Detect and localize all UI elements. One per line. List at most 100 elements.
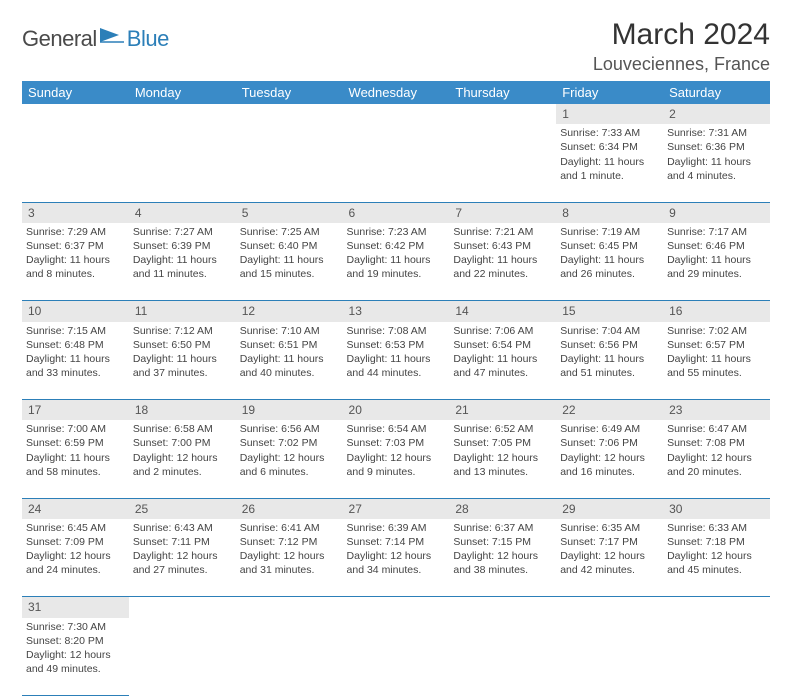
day-cell: Sunrise: 6:43 AMSunset: 7:11 PMDaylight:…	[129, 519, 236, 597]
title-block: March 2024 Louveciennes, France	[593, 18, 770, 75]
day-cell	[129, 618, 236, 696]
day-cell: Sunrise: 7:10 AMSunset: 6:51 PMDaylight:…	[236, 322, 343, 400]
day-number-cell: 21	[449, 400, 556, 421]
day-cell: Sunrise: 7:19 AMSunset: 6:45 PMDaylight:…	[556, 223, 663, 301]
day-details: Sunrise: 7:31 AMSunset: 6:36 PMDaylight:…	[663, 124, 770, 187]
day-details: Sunrise: 7:33 AMSunset: 6:34 PMDaylight:…	[556, 124, 663, 187]
day-body-row: Sunrise: 7:15 AMSunset: 6:48 PMDaylight:…	[22, 322, 770, 400]
day-body-row: Sunrise: 7:00 AMSunset: 6:59 PMDaylight:…	[22, 420, 770, 498]
location-label: Louveciennes, France	[593, 54, 770, 75]
day-details: Sunrise: 7:08 AMSunset: 6:53 PMDaylight:…	[343, 322, 450, 385]
weekday-header: Tuesday	[236, 81, 343, 104]
day-details: Sunrise: 7:29 AMSunset: 6:37 PMDaylight:…	[22, 223, 129, 286]
day-number-cell	[129, 597, 236, 618]
day-cell	[129, 124, 236, 202]
day-cell: Sunrise: 6:47 AMSunset: 7:08 PMDaylight:…	[663, 420, 770, 498]
day-cell: Sunrise: 6:39 AMSunset: 7:14 PMDaylight:…	[343, 519, 450, 597]
day-number-cell: 11	[129, 301, 236, 322]
day-details: Sunrise: 6:37 AMSunset: 7:15 PMDaylight:…	[449, 519, 556, 582]
day-number-cell: 22	[556, 400, 663, 421]
day-cell: Sunrise: 6:49 AMSunset: 7:06 PMDaylight:…	[556, 420, 663, 498]
day-number-cell: 31	[22, 597, 129, 618]
day-cell: Sunrise: 7:04 AMSunset: 6:56 PMDaylight:…	[556, 322, 663, 400]
weekday-header: Saturday	[663, 81, 770, 104]
day-number-cell: 14	[449, 301, 556, 322]
day-number-cell: 6	[343, 202, 450, 223]
day-cell: Sunrise: 6:54 AMSunset: 7:03 PMDaylight:…	[343, 420, 450, 498]
day-cell: Sunrise: 7:15 AMSunset: 6:48 PMDaylight:…	[22, 322, 129, 400]
day-details: Sunrise: 7:25 AMSunset: 6:40 PMDaylight:…	[236, 223, 343, 286]
day-number-cell	[129, 104, 236, 124]
day-number-cell: 15	[556, 301, 663, 322]
day-number-cell	[663, 597, 770, 618]
day-cell: Sunrise: 7:25 AMSunset: 6:40 PMDaylight:…	[236, 223, 343, 301]
day-cell: Sunrise: 7:23 AMSunset: 6:42 PMDaylight:…	[343, 223, 450, 301]
day-number-cell	[343, 104, 450, 124]
day-number-row: 12	[22, 104, 770, 124]
day-details: Sunrise: 6:52 AMSunset: 7:05 PMDaylight:…	[449, 420, 556, 483]
weekday-header: Monday	[129, 81, 236, 104]
day-cell: Sunrise: 6:56 AMSunset: 7:02 PMDaylight:…	[236, 420, 343, 498]
day-details: Sunrise: 6:43 AMSunset: 7:11 PMDaylight:…	[129, 519, 236, 582]
day-cell: Sunrise: 6:58 AMSunset: 7:00 PMDaylight:…	[129, 420, 236, 498]
day-cell	[343, 618, 450, 696]
day-number-cell: 24	[22, 498, 129, 519]
day-cell	[343, 124, 450, 202]
weekday-header-row: SundayMondayTuesdayWednesdayThursdayFrid…	[22, 81, 770, 104]
day-number-cell: 2	[663, 104, 770, 124]
header: General Blue March 2024 Louveciennes, Fr…	[22, 18, 770, 75]
calendar-table: SundayMondayTuesdayWednesdayThursdayFrid…	[22, 81, 770, 696]
day-details: Sunrise: 7:02 AMSunset: 6:57 PMDaylight:…	[663, 322, 770, 385]
day-cell	[236, 124, 343, 202]
day-cell	[236, 618, 343, 696]
day-cell	[22, 124, 129, 202]
day-details: Sunrise: 7:19 AMSunset: 6:45 PMDaylight:…	[556, 223, 663, 286]
weekday-header: Friday	[556, 81, 663, 104]
day-cell: Sunrise: 7:12 AMSunset: 6:50 PMDaylight:…	[129, 322, 236, 400]
day-body-row: Sunrise: 6:45 AMSunset: 7:09 PMDaylight:…	[22, 519, 770, 597]
weekday-header: Wednesday	[343, 81, 450, 104]
day-cell: Sunrise: 7:29 AMSunset: 6:37 PMDaylight:…	[22, 223, 129, 301]
day-number-cell: 17	[22, 400, 129, 421]
day-details: Sunrise: 6:45 AMSunset: 7:09 PMDaylight:…	[22, 519, 129, 582]
day-cell: Sunrise: 7:00 AMSunset: 6:59 PMDaylight:…	[22, 420, 129, 498]
logo-word2: Blue	[127, 26, 169, 52]
day-number-cell	[22, 104, 129, 124]
day-cell: Sunrise: 7:31 AMSunset: 6:36 PMDaylight:…	[663, 124, 770, 202]
day-cell	[449, 618, 556, 696]
day-cell	[449, 124, 556, 202]
day-number-cell	[236, 104, 343, 124]
day-number-cell: 12	[236, 301, 343, 322]
day-number-cell	[236, 597, 343, 618]
day-details: Sunrise: 6:33 AMSunset: 7:18 PMDaylight:…	[663, 519, 770, 582]
day-details: Sunrise: 7:10 AMSunset: 6:51 PMDaylight:…	[236, 322, 343, 385]
day-number-cell: 10	[22, 301, 129, 322]
day-number-cell: 25	[129, 498, 236, 519]
day-details: Sunrise: 6:39 AMSunset: 7:14 PMDaylight:…	[343, 519, 450, 582]
day-details: Sunrise: 7:00 AMSunset: 6:59 PMDaylight:…	[22, 420, 129, 483]
day-number-row: 31	[22, 597, 770, 618]
day-details: Sunrise: 6:41 AMSunset: 7:12 PMDaylight:…	[236, 519, 343, 582]
day-cell: Sunrise: 7:33 AMSunset: 6:34 PMDaylight:…	[556, 124, 663, 202]
day-details: Sunrise: 7:30 AMSunset: 8:20 PMDaylight:…	[22, 618, 129, 681]
page-title: March 2024	[593, 18, 770, 52]
day-details: Sunrise: 6:35 AMSunset: 7:17 PMDaylight:…	[556, 519, 663, 582]
day-number-cell: 19	[236, 400, 343, 421]
day-cell: Sunrise: 6:45 AMSunset: 7:09 PMDaylight:…	[22, 519, 129, 597]
weekday-header: Sunday	[22, 81, 129, 104]
day-number-cell: 5	[236, 202, 343, 223]
logo-word1: General	[22, 26, 97, 52]
day-cell	[556, 618, 663, 696]
day-cell: Sunrise: 7:30 AMSunset: 8:20 PMDaylight:…	[22, 618, 129, 696]
day-details: Sunrise: 7:04 AMSunset: 6:56 PMDaylight:…	[556, 322, 663, 385]
day-body-row: Sunrise: 7:29 AMSunset: 6:37 PMDaylight:…	[22, 223, 770, 301]
day-details: Sunrise: 7:27 AMSunset: 6:39 PMDaylight:…	[129, 223, 236, 286]
day-details: Sunrise: 6:58 AMSunset: 7:00 PMDaylight:…	[129, 420, 236, 483]
day-details: Sunrise: 6:49 AMSunset: 7:06 PMDaylight:…	[556, 420, 663, 483]
day-number-cell: 27	[343, 498, 450, 519]
day-cell: Sunrise: 6:41 AMSunset: 7:12 PMDaylight:…	[236, 519, 343, 597]
day-number-cell: 9	[663, 202, 770, 223]
day-cell: Sunrise: 6:37 AMSunset: 7:15 PMDaylight:…	[449, 519, 556, 597]
day-number-cell: 7	[449, 202, 556, 223]
day-number-cell: 13	[343, 301, 450, 322]
